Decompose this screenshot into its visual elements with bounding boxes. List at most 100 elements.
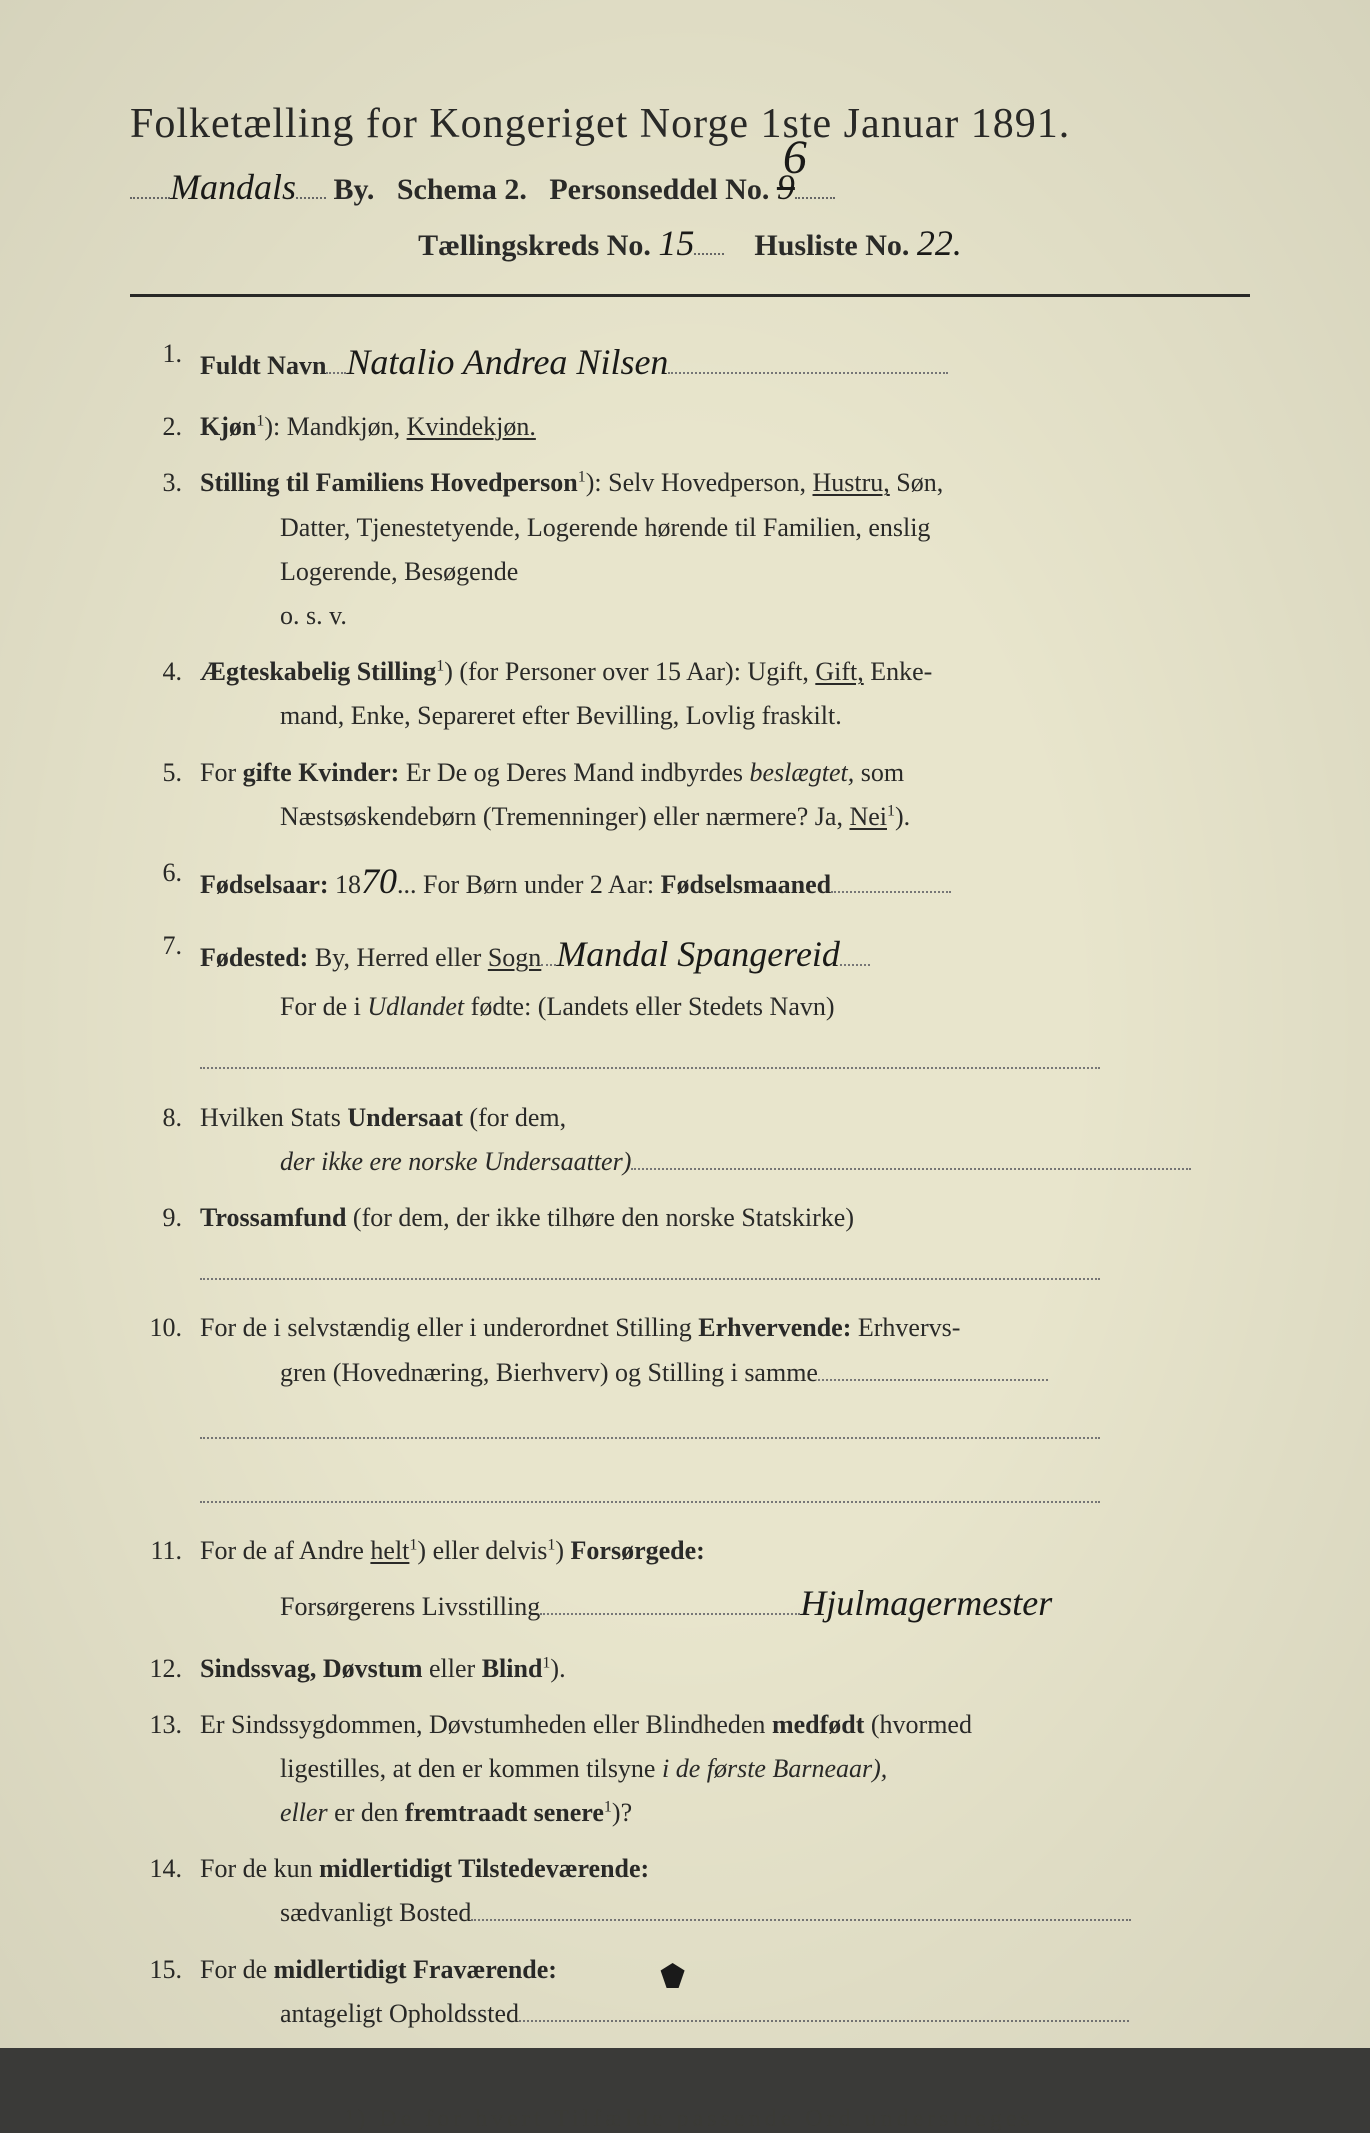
field-text: eller bbox=[423, 1654, 482, 1683]
field-text: sædvanligt Bosted bbox=[280, 1898, 471, 1927]
personseddel-number: 6 9 bbox=[777, 166, 795, 208]
field-label: Fødselsmaaned bbox=[661, 870, 831, 899]
field-label: midlertidigt Tilstedeværende: bbox=[319, 1854, 649, 1883]
entry-3: 3. Stilling til Familiens Hovedperson1):… bbox=[130, 461, 1250, 638]
field-text: )? bbox=[612, 1798, 632, 1827]
dotfill bbox=[130, 197, 170, 199]
dotfill bbox=[818, 1355, 1048, 1381]
dotfill bbox=[795, 197, 835, 199]
dotfill-line bbox=[200, 1043, 1100, 1069]
entry-body: Stilling til Familiens Hovedperson1): Se… bbox=[200, 461, 1250, 638]
dotfill bbox=[831, 867, 951, 893]
underlined-value: Gift, bbox=[815, 657, 863, 686]
field-label: Erhvervende: bbox=[698, 1313, 851, 1342]
entry-body: Fuldt Navn Natalio Andrea Nilsen bbox=[200, 332, 1250, 393]
continuation: gren (Hovednæring, Bierhverv) og Stillin… bbox=[200, 1351, 1250, 1395]
field-text: ) bbox=[555, 1536, 570, 1565]
taellingskreds-label: Tællingskreds No. bbox=[418, 229, 651, 262]
dotfill bbox=[519, 1996, 1129, 2022]
entry-number: 10. bbox=[130, 1306, 200, 1517]
field-text: som bbox=[854, 758, 904, 787]
italic-text: beslægtet, bbox=[750, 758, 855, 787]
field-text: (for dem, der ikke tilhøre den norske St… bbox=[346, 1203, 854, 1232]
field-label: Kjøn bbox=[200, 412, 256, 441]
field-text: Er De og Deres Mand indbyrdes bbox=[399, 758, 749, 787]
field-label: fremtraadt senere bbox=[405, 1798, 604, 1827]
entry-number: 11. bbox=[130, 1529, 200, 1634]
form-entries: 1. Fuldt NavnNatalio Andrea Nilsen 2. Kj… bbox=[130, 332, 1250, 2036]
dotfill bbox=[668, 348, 948, 374]
entry-body: Fødested: By, Herred eller SognMandal Sp… bbox=[200, 924, 1250, 1084]
field-text: By, Herred eller bbox=[308, 943, 488, 972]
footnote-ref: 1 bbox=[436, 657, 444, 674]
dotfill bbox=[631, 1144, 1191, 1170]
entry-body: For de kun midlertidigt Tilstedeværende:… bbox=[200, 1847, 1250, 1935]
handwritten-place: Mandal Spangereid bbox=[556, 934, 840, 974]
field-text: Næstsøskendebørn (Tremenninger) eller næ… bbox=[280, 802, 849, 831]
italic-text: eller bbox=[280, 1798, 328, 1827]
entry-11: 11. For de af Andre helt1) eller delvis1… bbox=[130, 1529, 1250, 1634]
continuation: ligestilles, at den er kommen tilsyne i … bbox=[200, 1747, 1250, 1791]
field-text: ) (for Personer over 15 Aar): Ugift, bbox=[444, 657, 815, 686]
italic-text: Udlandet bbox=[367, 992, 464, 1021]
field-text: fødte: (Landets eller Stedets Navn) bbox=[464, 992, 834, 1021]
entry-13: 13. Er Sindssygdommen, Døvstumheden elle… bbox=[130, 1703, 1250, 1836]
field-text: Er Sindssygdommen, Døvstumheden eller Bl… bbox=[200, 1710, 772, 1739]
continuation: sædvanligt Bosted bbox=[200, 1891, 1250, 1935]
field-text: ... For Børn under 2 Aar: bbox=[397, 870, 661, 899]
dotfill bbox=[694, 253, 724, 255]
taellingskreds-hand: 15 bbox=[658, 223, 694, 263]
continuation: o. s. v. bbox=[200, 594, 1250, 638]
field-text: (for dem, bbox=[463, 1103, 566, 1132]
dotfill bbox=[840, 940, 870, 966]
dotfill bbox=[326, 348, 346, 374]
field-text: For de bbox=[200, 1955, 274, 1984]
field-text: ). bbox=[550, 1654, 565, 1683]
by-handwritten: Mandals bbox=[170, 167, 296, 207]
by-label: By. bbox=[334, 173, 375, 206]
dotfill bbox=[471, 1895, 1131, 1921]
entry-body: For de af Andre helt1) eller delvis1) Fo… bbox=[200, 1529, 1250, 1634]
field-text: Forsørgerens Livsstilling bbox=[280, 1592, 540, 1621]
entry-body: Sindssvag, Døvstum eller Blind1). bbox=[200, 1647, 1250, 1691]
field-label: Undersaat bbox=[347, 1103, 463, 1132]
entry-body: Trossamfund (for dem, der ikke tilhøre d… bbox=[200, 1196, 1250, 1294]
footnote-ref: 1 bbox=[887, 802, 895, 819]
field-label: Blind bbox=[482, 1654, 543, 1683]
entry-12: 12. Sindssvag, Døvstum eller Blind1). bbox=[130, 1647, 1250, 1691]
dotfill-line bbox=[200, 1254, 1100, 1280]
field-text: For de kun bbox=[200, 1854, 319, 1883]
entry-number: 15. bbox=[130, 1948, 200, 2036]
italic-text: i de første Barneaar), bbox=[662, 1754, 887, 1783]
footnote-ref: 1 bbox=[578, 469, 586, 486]
personseddel-label: Personseddel No. bbox=[549, 173, 769, 206]
dotfill-line bbox=[200, 1477, 1100, 1503]
field-text: antageligt Opholdssted bbox=[280, 1999, 519, 2028]
field-label: Ægteskabelig Stilling bbox=[200, 657, 436, 686]
header-line-3: Tællingskreds No. 15 Husliste No. 22. bbox=[130, 222, 1250, 264]
field-label: medfødt bbox=[772, 1710, 864, 1739]
field-label: Fuldt Navn bbox=[200, 351, 326, 380]
entry-number: 3. bbox=[130, 461, 200, 638]
entry-body: Kjøn1): Mandkjøn, Kvindekjøn. bbox=[200, 405, 1250, 449]
field-label: Stilling til Familiens Hovedperson bbox=[200, 468, 578, 497]
underlined-value: Kvindekjøn. bbox=[407, 412, 536, 441]
underlined-value: helt bbox=[370, 1536, 409, 1565]
form-header: Folketælling for Kongeriget Norge 1ste J… bbox=[130, 100, 1250, 264]
field-label: midlertidigt Fraværende: bbox=[274, 1955, 557, 1984]
entry-body: Fødselsaar: 1870... For Børn under 2 Aar… bbox=[200, 851, 1250, 912]
continuation: Forsørgerens LivsstillingHjulmagermester bbox=[200, 1573, 1250, 1634]
entry-body: For de midlertidigt Fraværende: antageli… bbox=[200, 1948, 1250, 2036]
field-label: Trossamfund bbox=[200, 1203, 346, 1232]
field-text: For de i selvstændig eller i underordnet… bbox=[200, 1313, 698, 1342]
entry-number: 13. bbox=[130, 1703, 200, 1836]
continuation: mand, Enke, Separeret efter Bevilling, L… bbox=[200, 694, 1250, 738]
underlined-value: Hustru, bbox=[813, 468, 890, 497]
field-text: ) eller delvis bbox=[417, 1536, 547, 1565]
continuation: For de i Udlandet fødte: (Landets eller … bbox=[200, 985, 1250, 1029]
handwritten-name: Natalio Andrea Nilsen bbox=[346, 342, 668, 382]
underlined-value: Nei bbox=[849, 802, 887, 831]
entry-number: 6. bbox=[130, 851, 200, 912]
field-label: gifte Kvinder: bbox=[243, 758, 400, 787]
entry-5: 5. For gifte Kvinder: Er De og Deres Man… bbox=[130, 751, 1250, 839]
